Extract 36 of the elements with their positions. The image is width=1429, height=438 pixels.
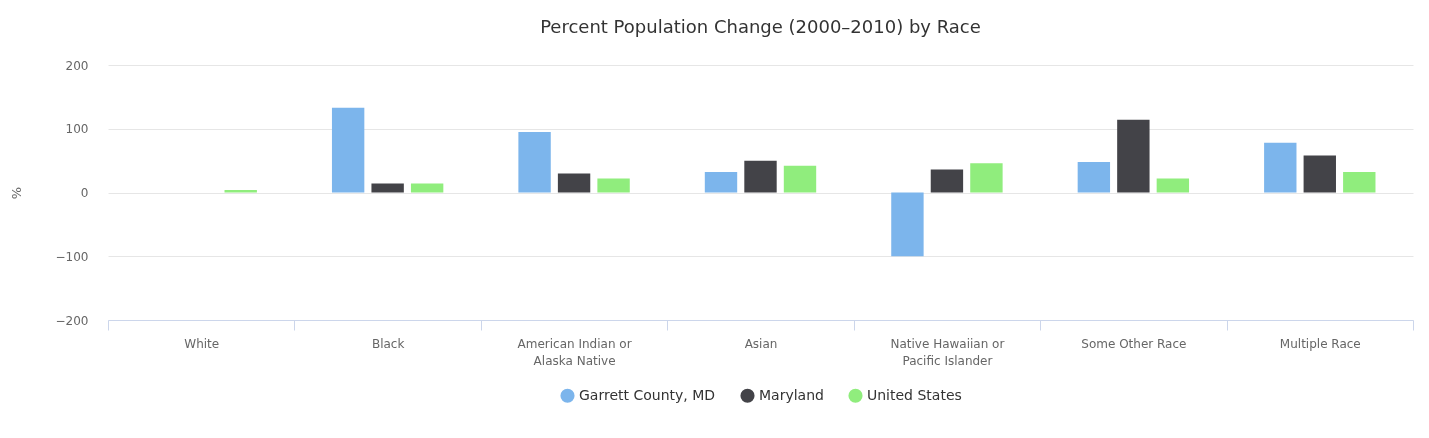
y-axis-title: % — [8, 186, 24, 200]
bar — [783, 165, 817, 193]
bar — [1077, 161, 1111, 193]
x-tick-label: Asian — [744, 336, 778, 351]
x-tick-label: Native Hawaiian or Pacific Islander — [890, 336, 1005, 368]
y-tick-label: 200 — [65, 58, 89, 73]
legend-label: Maryland — [759, 386, 824, 403]
bar — [518, 131, 551, 193]
bar — [331, 107, 365, 193]
y-tick-label: −200 — [55, 313, 89, 328]
bar — [970, 163, 1003, 193]
bar — [597, 178, 630, 193]
bar — [1156, 178, 1190, 193]
chart-title: Percent Population Change (2000–2010) by Race — [540, 16, 981, 37]
legend-label: Garrett County, MD — [579, 386, 716, 403]
x-tick-label: White — [184, 336, 220, 351]
x-tick-label: Some Other Race — [1081, 336, 1187, 351]
bar — [371, 183, 404, 193]
bar — [224, 189, 257, 193]
bar — [410, 183, 444, 193]
bar — [1303, 155, 1336, 193]
x-tick-label: Multiple Race — [1279, 336, 1361, 351]
bar — [744, 160, 777, 193]
bar — [704, 172, 738, 193]
bar — [1117, 119, 1150, 193]
y-tick-label: −100 — [55, 249, 89, 264]
bar — [1264, 142, 1297, 193]
bar — [930, 169, 964, 193]
y-tick-label: 0 — [80, 186, 89, 200]
x-tick-label: Black — [371, 336, 405, 351]
legend-label: United States — [867, 386, 962, 403]
bar — [1343, 172, 1376, 193]
y-tick-label: 100 — [65, 122, 89, 137]
bar — [557, 173, 591, 193]
x-tick-label: American Indian or Alaska Native — [517, 336, 632, 368]
bar — [891, 192, 924, 257]
